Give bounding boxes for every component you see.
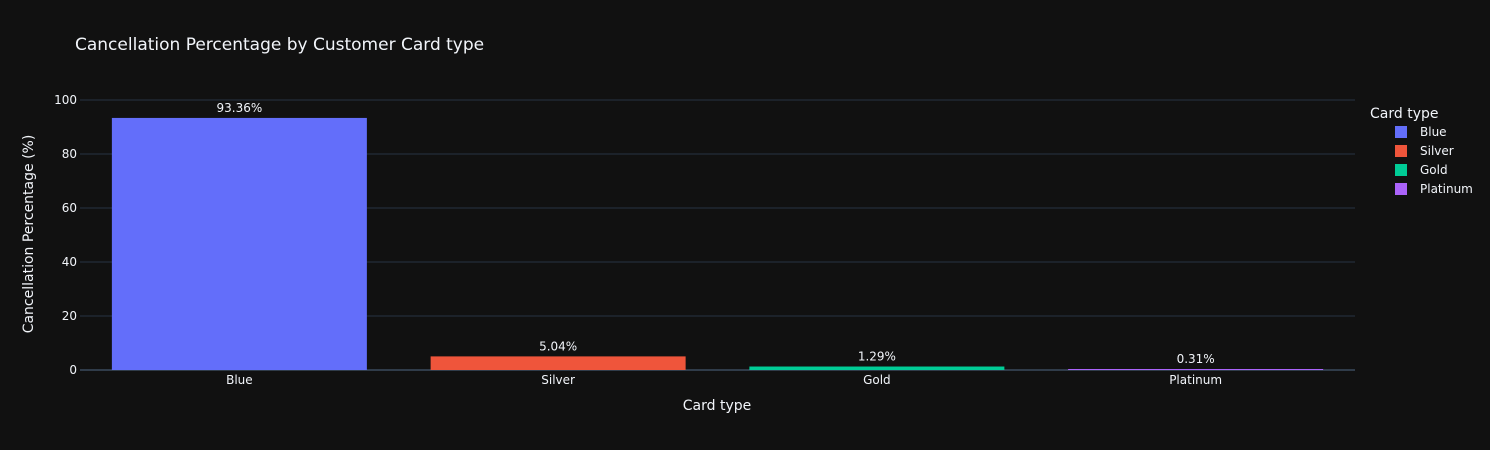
legend-label: Blue	[1420, 125, 1447, 139]
legend-label: Gold	[1420, 163, 1448, 177]
legend-title: Card type	[1370, 106, 1438, 122]
y-tick-label: 80	[62, 147, 77, 161]
bar-silver[interactable]	[430, 356, 686, 370]
data-labels: 93.36% 5.04% 1.29% 0.31%	[216, 101, 1214, 366]
x-tick-label: Gold	[863, 373, 891, 387]
x-tick-label: Blue	[226, 373, 253, 387]
data-label: 1.29%	[858, 350, 896, 364]
x-tick-label: Silver	[541, 373, 575, 387]
legend-item-blue[interactable]: Blue	[1395, 125, 1447, 139]
legend-swatch	[1395, 126, 1407, 138]
x-axis-ticks: Blue Silver Gold Platinum	[226, 373, 1222, 387]
chart-title: Cancellation Percentage by Customer Card…	[75, 35, 484, 55]
y-axis-ticks: 0 20 40 60 80 100	[54, 93, 77, 377]
x-tick-label: Platinum	[1169, 373, 1222, 387]
bar-gold[interactable]	[749, 366, 1005, 370]
y-tick-label: 100	[54, 93, 77, 107]
data-label: 0.31%	[1177, 352, 1215, 366]
legend-label: Platinum	[1420, 182, 1473, 196]
x-axis-title: Card type	[683, 398, 751, 414]
y-tick-label: 20	[62, 309, 77, 323]
y-tick-label: 40	[62, 255, 77, 269]
legend-label: Silver	[1420, 144, 1454, 158]
y-tick-label: 60	[62, 201, 77, 215]
bar-layer	[111, 117, 1324, 370]
legend-swatch	[1395, 164, 1407, 176]
data-label: 93.36%	[216, 101, 262, 115]
bar-platinum[interactable]	[1068, 369, 1324, 370]
data-label: 5.04%	[539, 339, 577, 353]
bar-blue[interactable]	[111, 117, 367, 370]
legend-items: Blue Silver Gold Platinum	[1395, 125, 1473, 196]
legend-item-silver[interactable]: Silver	[1395, 144, 1454, 158]
y-tick-label: 0	[69, 363, 77, 377]
legend-swatch	[1395, 183, 1407, 195]
legend-item-gold[interactable]: Gold	[1395, 163, 1448, 177]
legend: Card type Blue Silver Gold Platinum	[1370, 106, 1473, 196]
legend-item-platinum[interactable]: Platinum	[1395, 182, 1473, 196]
legend-swatch	[1395, 145, 1407, 157]
y-axis-title: Cancellation Percentage (%)	[21, 135, 37, 334]
